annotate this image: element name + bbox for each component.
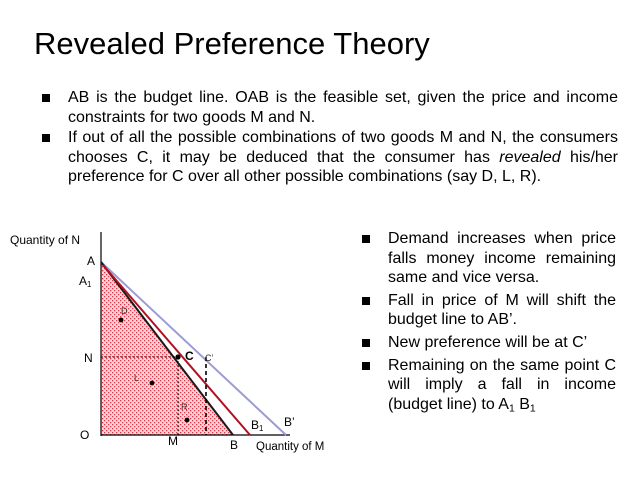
square-bullet-icon <box>362 235 370 243</box>
budget-line-ab <box>100 261 234 436</box>
x-axis-label: Quantity of M <box>256 441 325 453</box>
point-n-label: N <box>84 351 93 365</box>
bullet-text: Fall in price of M will shift the budget… <box>388 291 616 329</box>
bullet-sub-2: 1 <box>529 403 536 415</box>
bullet-text-emphasis: revealed <box>499 148 561 166</box>
point-b-label: B <box>230 438 239 452</box>
budget-line-ab-prime <box>100 261 287 436</box>
budget-line-a1b1 <box>102 264 251 436</box>
square-bullet-icon <box>42 134 50 142</box>
bullet-text: AB is the budget line. OAB is the feasib… <box>68 89 618 126</box>
point-c-label: C <box>185 349 194 363</box>
bullet-new-preference: New preference will be at C’ <box>360 333 616 353</box>
bullet-demand-increases: Demand increases when price falls money … <box>360 229 616 288</box>
bullet-sub-1: 1 <box>508 403 515 415</box>
bullet-budget-line: AB is the budget line. OAB is the feasib… <box>40 88 618 127</box>
point-d-label: D <box>121 306 128 316</box>
y-axis-label: Quantity of N <box>10 233 81 247</box>
square-bullet-icon <box>362 296 370 305</box>
slide-title: Revealed Preference Theory <box>34 26 430 61</box>
square-bullet-icon <box>362 338 370 347</box>
bullet-text-mid: B <box>514 395 530 413</box>
top-bullet-list: AB is the budget line. OAB is the feasib… <box>40 88 618 188</box>
bullet-revealed-preference: If out of all the possible combinations … <box>40 128 618 187</box>
point-c-dot <box>175 354 181 360</box>
point-m-label: M <box>168 434 178 448</box>
square-bullet-icon <box>362 361 370 370</box>
point-r-dot <box>184 417 190 423</box>
bullet-fall-in-income: Remaining on the same point C will imply… <box>360 356 616 415</box>
point-l-dot <box>149 380 155 386</box>
point-a1-label: A1 <box>79 274 92 289</box>
point-b1-label: B1 <box>251 418 264 433</box>
bullet-text-post: his/her preference for C over all other … <box>68 148 619 186</box>
point-d-dot <box>118 317 124 323</box>
bullet-text: New preference will be at C’ <box>388 333 588 351</box>
bullet-text-pre: If out of all the possible combinations … <box>68 129 618 166</box>
origin-label: O <box>80 428 90 442</box>
bullet-price-fall: Fall in price of M will shift the budget… <box>360 291 616 330</box>
point-b-prime-label: B’ <box>284 415 295 429</box>
square-bullet-icon <box>42 94 50 102</box>
point-c-prime-label: C’ <box>205 353 214 363</box>
bullet-text: Demand increases when price falls money … <box>388 230 616 287</box>
bullet-text-pre: Remaining on the same point C will imply… <box>388 356 616 413</box>
point-a-label: A <box>87 254 96 268</box>
point-l-label: L <box>134 373 140 383</box>
point-r-label: R <box>181 402 188 412</box>
right-bullet-list: Demand increases when price falls money … <box>360 229 616 417</box>
